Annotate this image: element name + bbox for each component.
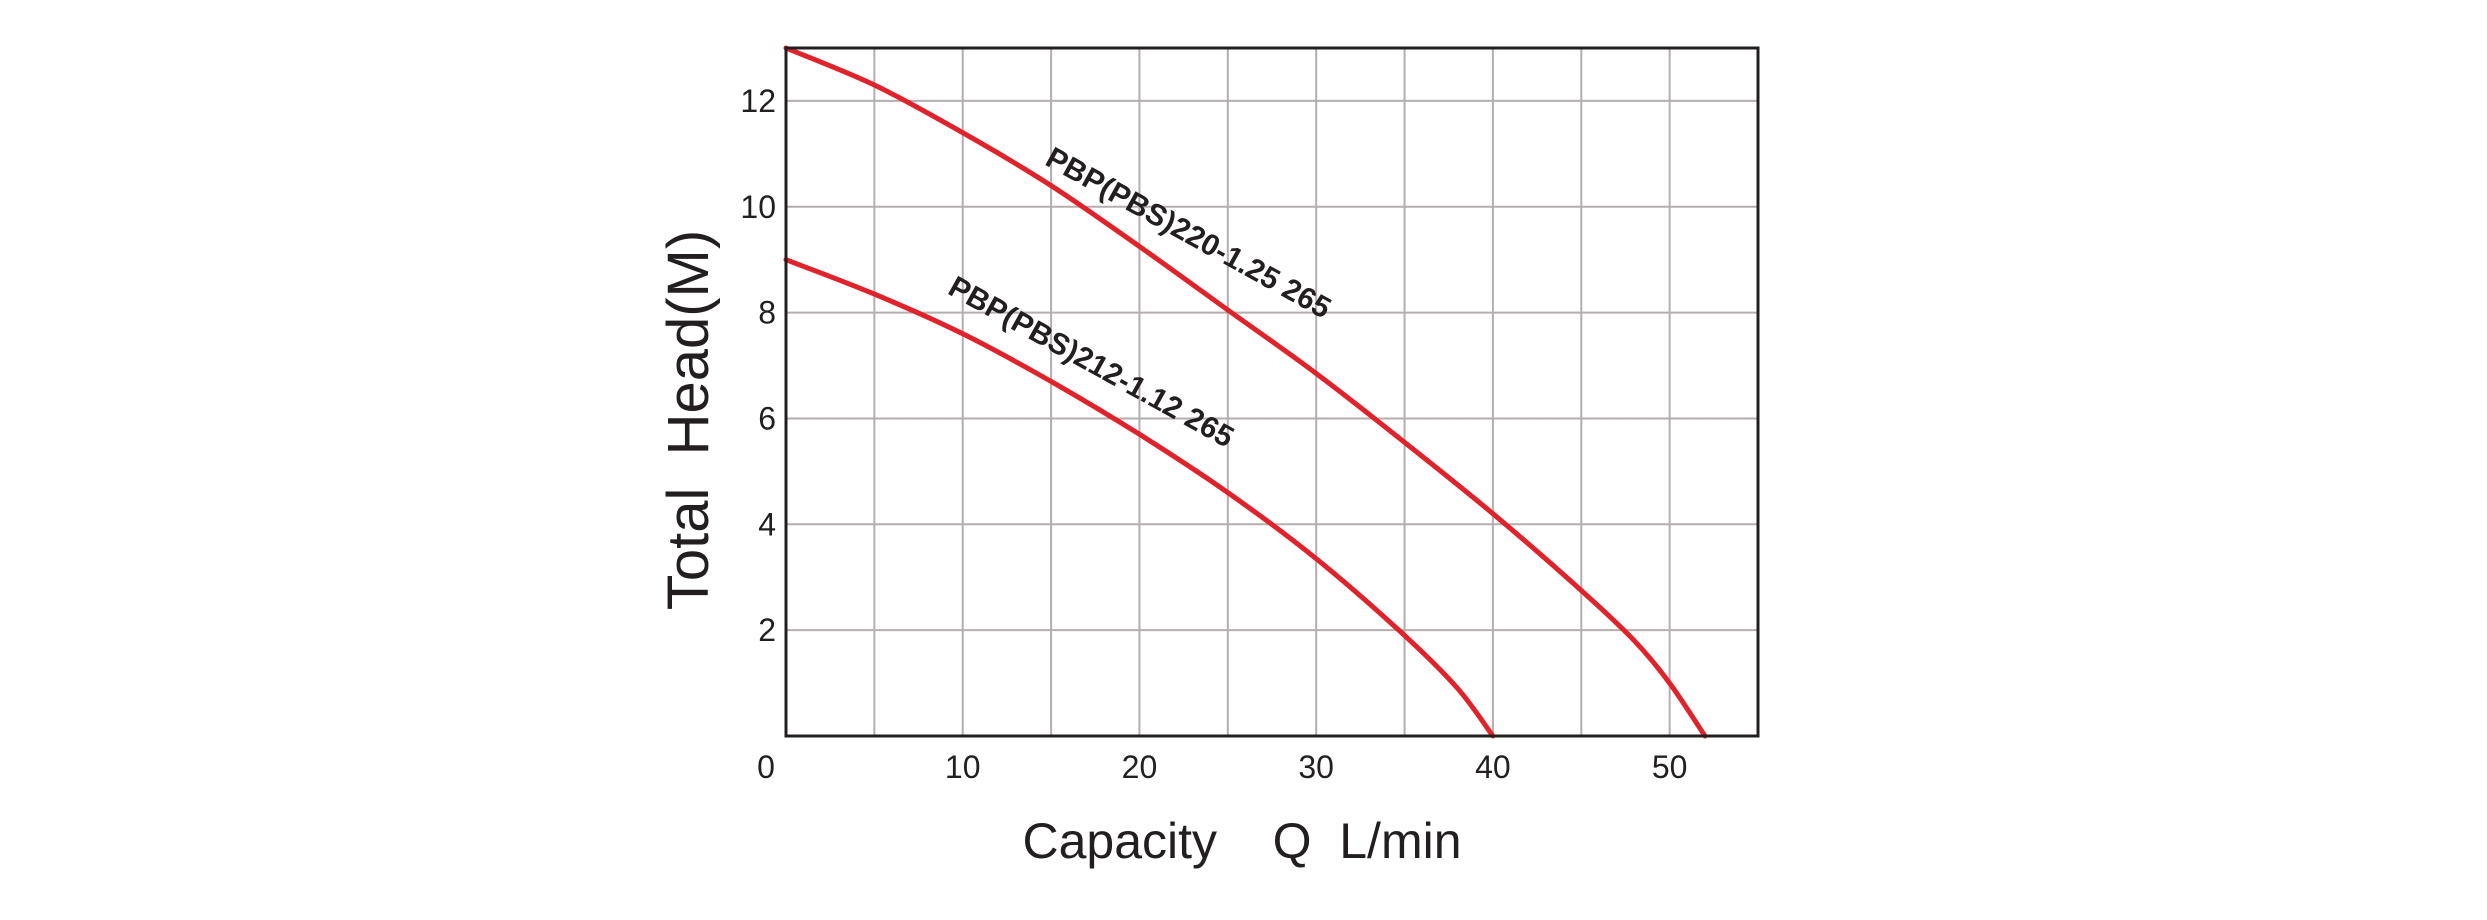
series-label-1: PBP(PBS)220-1.25 265	[1040, 141, 1336, 325]
x-axis-title: Capacity Q L/min	[1022, 813, 1461, 869]
series-line-1	[783, 45, 1708, 739]
x-tick-label: 0	[757, 749, 775, 785]
y-tick-label: 12	[740, 83, 776, 119]
y-tick-label: 10	[740, 189, 776, 225]
y-tick-label: 8	[758, 295, 776, 331]
x-tick-label: 20	[1122, 749, 1158, 785]
y-axis-title: Total Head(M)	[656, 230, 721, 610]
series-label-2: PBP(PBS)212-1.12 265	[943, 270, 1239, 454]
curves	[783, 45, 1708, 739]
series-line-2	[783, 257, 1496, 739]
y-tick-label: 2	[758, 612, 776, 648]
x-tick-label: 40	[1475, 749, 1511, 785]
x-tick-label: 50	[1652, 749, 1688, 785]
x-tick-label: 30	[1298, 749, 1334, 785]
x-axis-ticks: 0 10 20 30 40 50	[757, 749, 1687, 785]
y-tick-label: 4	[758, 506, 776, 542]
grid	[786, 48, 1758, 736]
y-tick-label: 6	[758, 400, 776, 436]
y-axis-ticks: 2 4 6 8 10 12	[740, 83, 776, 648]
plot-frame	[784, 46, 1760, 738]
x-tick-label: 10	[945, 749, 981, 785]
